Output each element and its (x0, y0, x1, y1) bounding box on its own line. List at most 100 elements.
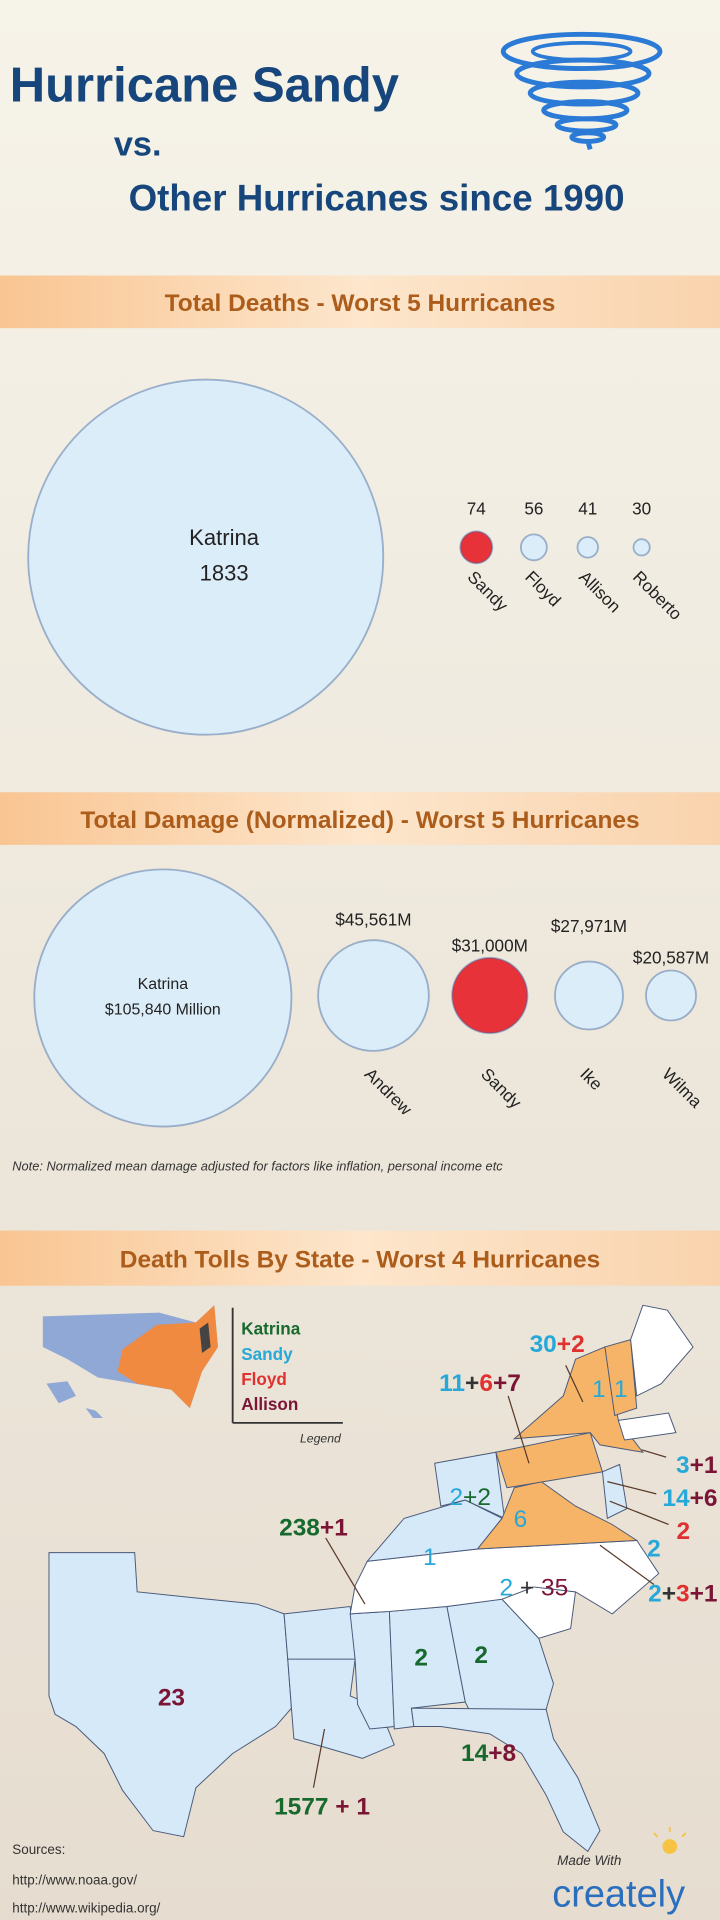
brand: creately (552, 1874, 685, 1916)
bubble-name: Katrina (189, 525, 260, 550)
toll-part: 11 (439, 1370, 465, 1397)
sources-label: Sources: (12, 1842, 65, 1857)
toll-part: 2 (449, 1484, 463, 1511)
value-label: 30 (632, 498, 651, 518)
state-toll: 2 (647, 1535, 661, 1562)
toll-part: 1 (614, 1376, 628, 1403)
toll-part: 1 (592, 1376, 606, 1403)
toll-part: 30 (530, 1331, 557, 1358)
source-link[interactable]: http://www.wikipedia.org/ (12, 1901, 160, 1916)
toll-part: 3 (676, 1452, 690, 1479)
section-band (0, 792, 720, 845)
title: Hurricane Sandy (10, 59, 399, 113)
state-toll: 14+6 (662, 1485, 717, 1512)
bubble (459, 530, 494, 565)
toll-part: 2 (474, 1642, 488, 1669)
state-toll: 1 (423, 1544, 437, 1571)
section-band (0, 275, 720, 329)
state-toll: 2+3+1 (648, 1581, 717, 1608)
state-toll: 2 + 35 (500, 1575, 569, 1602)
toll-part: + (465, 1370, 479, 1397)
toll-part: +1 (320, 1515, 348, 1542)
toll-part: +2 (557, 1331, 585, 1358)
state-toll: 2 (474, 1642, 488, 1669)
toll-part: 2 (676, 1518, 690, 1545)
section-title: Total Damage (Normalized) - Worst 5 Hurr… (80, 807, 639, 834)
section-band (0, 1230, 720, 1286)
bulb-icon (653, 1826, 687, 1854)
toll-part: 6 (479, 1370, 493, 1397)
state-toll: 2 (676, 1518, 690, 1545)
toll-part: 2 (648, 1581, 662, 1608)
toll-part: 14 (662, 1485, 690, 1512)
note: Note: Normalized mean damage adjusted fo… (12, 1159, 503, 1174)
toll-part: +1 (690, 1452, 718, 1479)
value-label: 74 (467, 498, 487, 518)
value-label: $31,000M (452, 935, 528, 955)
state-toll: 2 (414, 1644, 428, 1671)
vs: vs. (114, 126, 162, 164)
toll-part: +2 (463, 1484, 491, 1511)
us-map (48, 1304, 694, 1853)
bubble (554, 960, 624, 1031)
subtitle: Other Hurricanes since 1990 (129, 178, 625, 219)
section-title: Death Tolls By State - Worst 4 Hurricane… (120, 1246, 600, 1273)
bubble (632, 538, 651, 557)
toll-part: 23 (158, 1685, 185, 1712)
state-toll: 14+8 (461, 1740, 516, 1767)
toll-part: 2 (414, 1644, 428, 1671)
toll-part: +7 (493, 1370, 521, 1397)
value-label: 41 (578, 498, 597, 518)
bubble (33, 868, 293, 1128)
legend-item: Sandy (241, 1344, 293, 1364)
toll-part: 2 (500, 1575, 514, 1602)
toll-part: 14 (461, 1740, 489, 1767)
state-toll: 30+2 (530, 1331, 585, 1358)
toll-part: 238 (279, 1515, 320, 1542)
bubble (27, 378, 385, 736)
value-label: $27,971M (551, 916, 627, 936)
state-toll: 1 (614, 1376, 628, 1403)
bubble (645, 969, 697, 1022)
state-toll: 238+1 (279, 1515, 348, 1542)
state-toll: 6 (514, 1506, 528, 1533)
toll-part: +1 (690, 1581, 718, 1608)
toll-part: 35 (541, 1575, 568, 1602)
toll-part: 3 (676, 1581, 690, 1608)
toll-part: +6 (690, 1485, 718, 1512)
state-toll: 23 (158, 1685, 185, 1712)
bubble-value: $105,840 Million (105, 1002, 221, 1019)
toll-part: +8 (488, 1740, 516, 1767)
section-title: Total Deaths - Worst 5 Hurricanes (165, 290, 556, 317)
made-with: Made With (557, 1853, 621, 1868)
toll-part: + 1 (329, 1794, 371, 1821)
tornado-icon (500, 31, 663, 151)
value-label: 56 (524, 498, 543, 518)
toll-part: 6 (514, 1506, 528, 1533)
legend-title: Legend (300, 1431, 342, 1445)
toll-part: 1577 (274, 1794, 328, 1821)
legend-item: Allison (241, 1394, 298, 1414)
source-link[interactable]: http://www.noaa.gov/ (12, 1872, 137, 1887)
inset-map (42, 1305, 218, 1418)
bubble (451, 956, 529, 1035)
leader-lines (312, 1365, 669, 1788)
bubble (317, 939, 430, 1052)
toll-part: + (513, 1575, 541, 1602)
state-toll: 1577 + 1 (274, 1794, 370, 1821)
bubble-name: Katrina (138, 976, 189, 993)
legend-item: Katrina (241, 1319, 300, 1339)
toll-part: 1 (423, 1544, 437, 1571)
bubble (576, 536, 599, 559)
value-label: $20,587M (633, 948, 709, 968)
state-toll: 11+6+7 (439, 1370, 521, 1397)
toll-part: 2 (647, 1535, 661, 1562)
state-toll: 2+2 (449, 1484, 491, 1511)
bubble (519, 533, 548, 562)
legend-item: Floyd (241, 1369, 287, 1389)
state-toll: 3+1 (676, 1452, 718, 1479)
value-label: $45,561M (335, 910, 411, 930)
toll-part: + (662, 1581, 676, 1608)
